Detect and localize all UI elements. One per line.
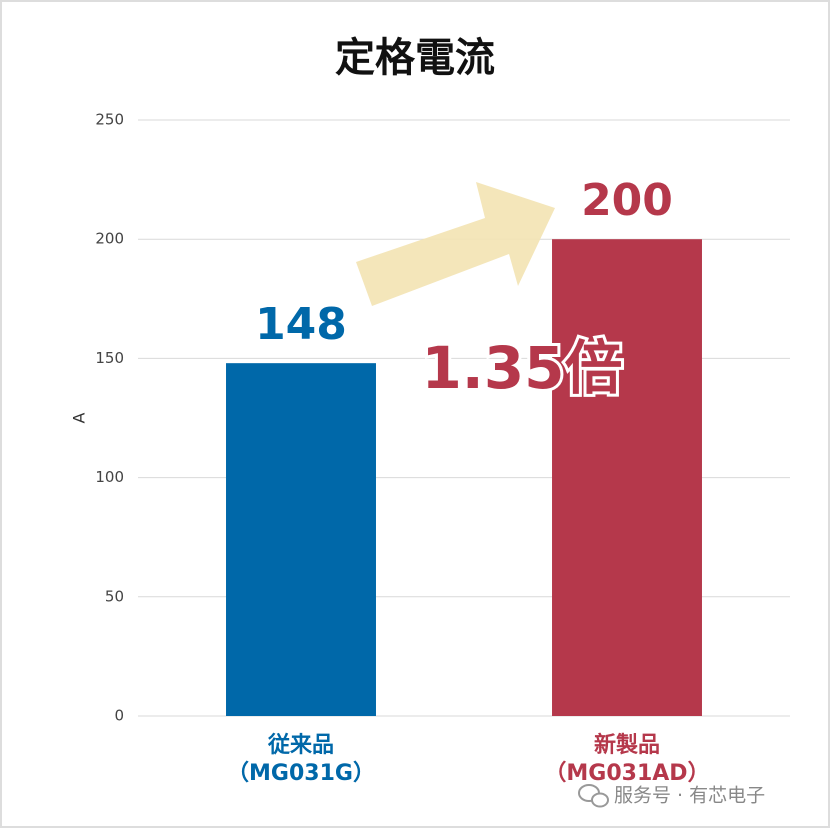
watermark: 服务号 · 有芯电子	[614, 785, 765, 807]
x-tick-label: （MG031G）	[227, 761, 375, 786]
increase-arrow	[356, 182, 555, 306]
chart-title: 定格電流	[335, 35, 495, 81]
y-axis-label: A	[70, 412, 89, 423]
plot: 従来品 （MG031G） 148 新製品 （MG031AD） 200	[226, 173, 710, 786]
grid: 0 50 100 150 200 250	[95, 111, 790, 725]
watermark-icon	[578, 784, 609, 808]
y-tick-label: 150	[95, 349, 124, 367]
x-tick-label: 新製品	[594, 732, 660, 758]
x-tick-label: 従来品	[267, 732, 334, 758]
data-label: 200	[581, 175, 673, 226]
bar	[552, 239, 702, 716]
y-tick-label: 100	[95, 468, 124, 486]
data-label: 148	[255, 299, 347, 350]
y-tick-label: 50	[105, 587, 124, 605]
bar	[226, 363, 376, 716]
ratio-annotation: 1.35倍	[421, 334, 622, 402]
x-tick-label: （MG031AD）	[544, 761, 709, 786]
y-tick-label: 0	[114, 707, 124, 725]
y-tick-label: 200	[95, 230, 124, 248]
y-tick-label: 250	[95, 111, 124, 129]
